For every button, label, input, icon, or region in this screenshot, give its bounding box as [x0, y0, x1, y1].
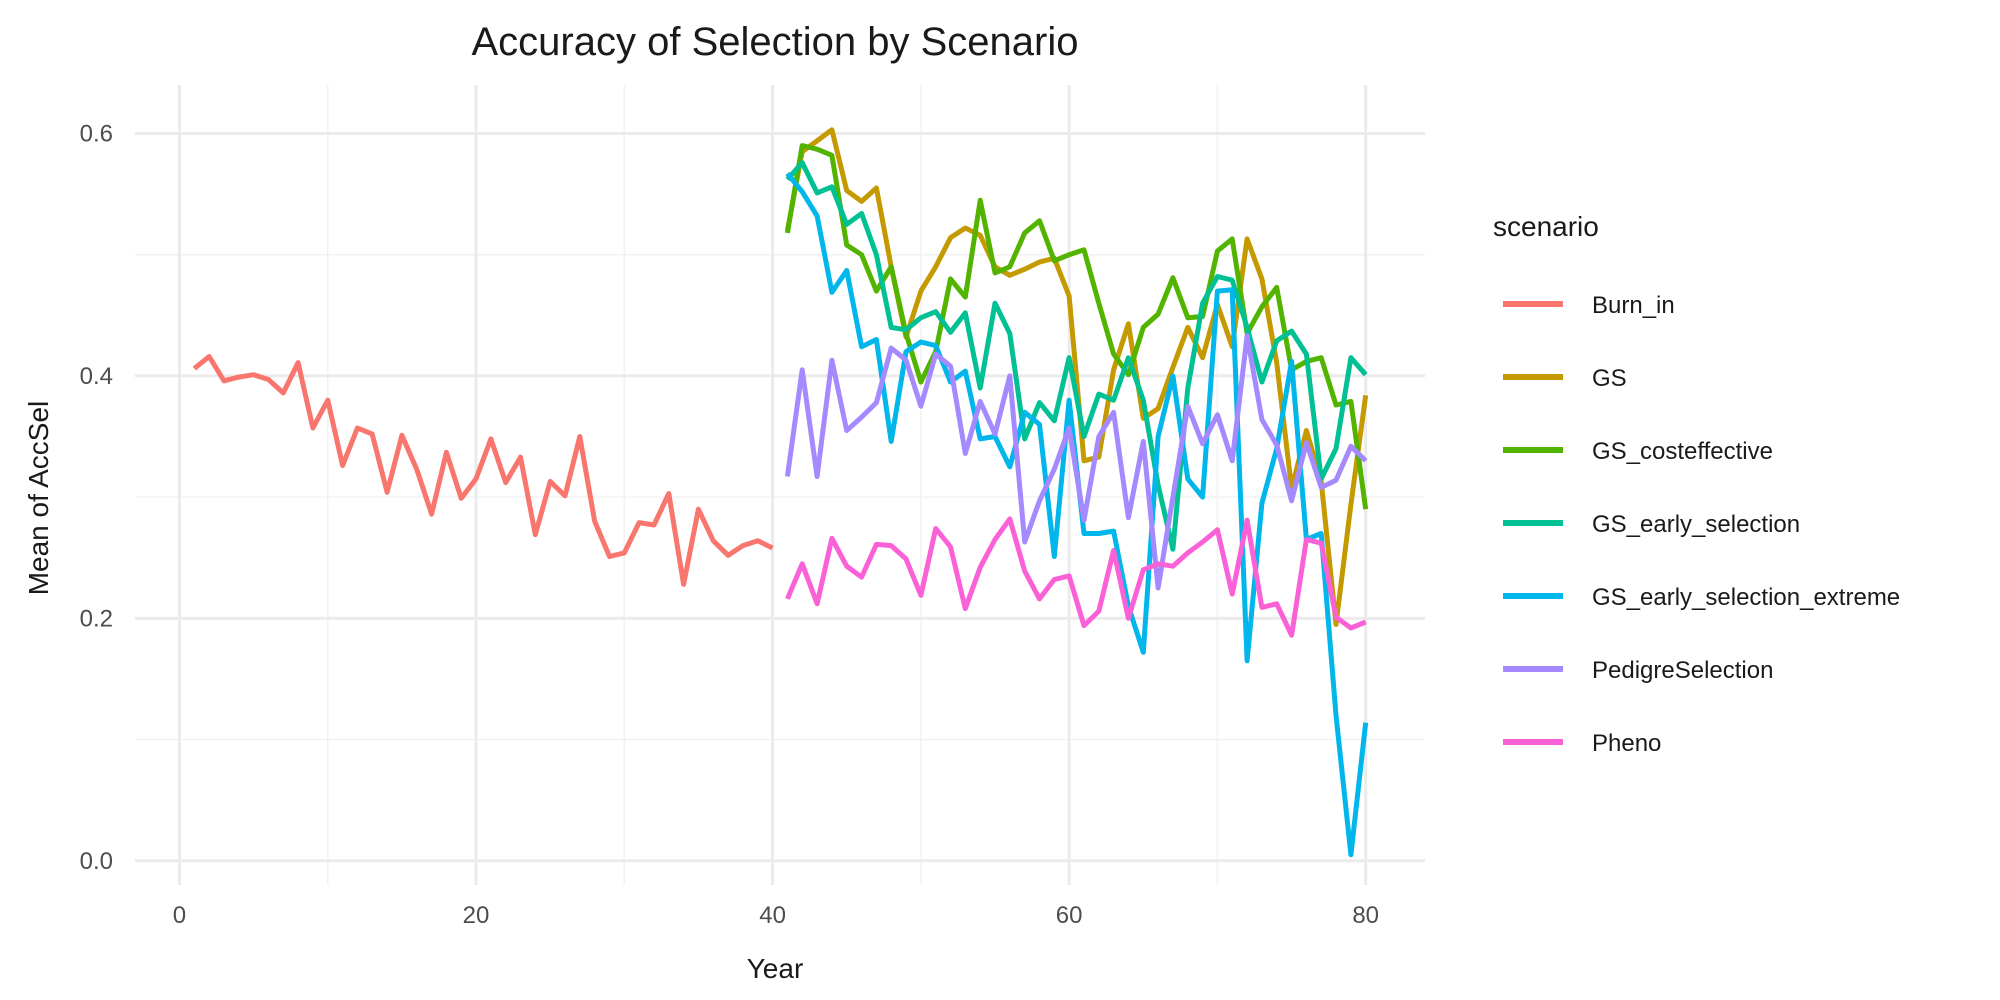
legend-label: GS	[1592, 365, 1627, 392]
y-axis-title: Mean of AccSel	[23, 401, 54, 596]
chart-title: Accuracy of Selection by Scenario	[472, 20, 1079, 64]
legend-title: scenario	[1493, 211, 1599, 242]
legend-label: GS_costeffective	[1592, 438, 1773, 465]
x-tick-label: 20	[463, 902, 490, 929]
legend-label: PedigreSelection	[1592, 657, 1773, 684]
x-axis-title: Year	[747, 953, 804, 984]
x-tick-label: 60	[1056, 902, 1083, 929]
legend-label: Burn_in	[1592, 292, 1675, 319]
x-tick-label: 80	[1352, 902, 1379, 929]
y-tick-label: 0.2	[80, 605, 113, 632]
legend-label: Pheno	[1592, 730, 1661, 757]
y-tick-label: 0.6	[80, 120, 113, 147]
y-tick-label: 0.0	[80, 848, 113, 875]
y-axis-tick-labels: 0.0 0.2 0.4 0.6	[80, 120, 113, 874]
x-tick-label: 0	[173, 902, 186, 929]
series-line-burn-in	[192, 354, 774, 587]
legend-label: GS_early_selection	[1592, 511, 1800, 538]
series-line-gs-early-selection	[785, 160, 1368, 552]
series-line-pedigreselection	[784, 333, 1368, 591]
series-line-pheno	[785, 516, 1367, 638]
x-axis-tick-labels: 0 20 40 60 80	[173, 902, 1379, 929]
x-tick-label: 40	[759, 902, 786, 929]
legend-label: GS_early_selection_extreme	[1592, 584, 1900, 611]
series-line-gs	[784, 127, 1369, 627]
series-lines	[192, 127, 1369, 858]
legend-items: Burn_in GS GS_costeffective GS_early_select…	[1503, 292, 1900, 757]
y-tick-label: 0.4	[80, 363, 113, 390]
legend: scenario Burn_in GS GS_costeffective GS_ear…	[1493, 211, 1900, 757]
minor-gridlines	[135, 85, 1425, 885]
